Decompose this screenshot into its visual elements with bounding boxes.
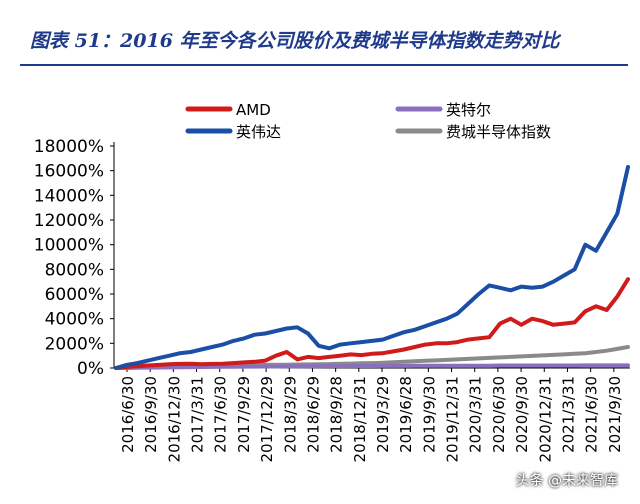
x-tick-label: 2019/12/31 xyxy=(444,376,462,462)
watermark: 头条 @未来智库 xyxy=(515,473,618,489)
x-tick-label: 2019/6/28 xyxy=(397,376,415,453)
x-axis: 2016/6/30 2016/9/30 2016/12/30 2017/3/31 201… xyxy=(114,367,630,462)
y-tick-label: 16000% xyxy=(34,162,104,182)
x-tick-label: 2021/9/30 xyxy=(606,376,624,453)
x-tick-label: 2020/3/31 xyxy=(467,376,485,453)
x-tick-label: 2021/6/30 xyxy=(583,376,601,453)
page-title: 图表 51：2016 年至今各公司股价及费城半导体指数走势对比 xyxy=(30,30,560,52)
x-tick-label: 2016/6/30 xyxy=(119,376,137,453)
y-tick-label: 18000% xyxy=(34,137,104,157)
y-axis: 0% 2000% 4000% 6000% 8000% 10000% 12000% 14000%… xyxy=(34,137,115,379)
x-tick-label: 2019/9/30 xyxy=(420,376,438,453)
legend-label: AMD xyxy=(236,101,271,119)
y-tick-label: 0% xyxy=(77,359,104,379)
y-tick-label: 8000% xyxy=(45,260,104,280)
y-tick-label: 14000% xyxy=(34,186,104,206)
x-tick-label: 2018/12/31 xyxy=(351,376,369,462)
plot-area xyxy=(114,165,630,370)
x-tick-label: 2020/9/30 xyxy=(513,376,531,453)
x-tick-label: 2019/3/29 xyxy=(374,376,392,453)
series-line-2 xyxy=(114,165,630,370)
x-tick-label: 2017/3/31 xyxy=(189,376,207,453)
y-tick-label: 10000% xyxy=(34,236,104,256)
y-tick-label: 4000% xyxy=(45,310,104,330)
legend-label: 英伟达 xyxy=(236,123,281,141)
x-tick-label: 2016/12/30 xyxy=(165,376,183,462)
x-tick-label: 2016/9/30 xyxy=(142,376,160,453)
y-tick-label: 6000% xyxy=(45,285,104,305)
x-tick-label: 2018/6/29 xyxy=(304,376,322,453)
x-tick-label: 2021/3/31 xyxy=(559,376,577,453)
y-tick-label: 12000% xyxy=(34,211,104,231)
x-tick-label: 2018/3/29 xyxy=(281,376,299,453)
x-tick-label: 2017/9/29 xyxy=(235,376,253,453)
legend-label: 英特尔 xyxy=(446,101,491,119)
x-tick-label: 2017/12/29 xyxy=(258,376,276,462)
series-line-0 xyxy=(114,277,630,370)
x-tick-label: 2020/12/31 xyxy=(536,376,554,462)
y-tick-label: 2000% xyxy=(45,334,104,354)
series-line-1 xyxy=(114,363,630,370)
title-divider xyxy=(20,64,628,66)
x-tick-label: 2020/6/30 xyxy=(490,376,508,453)
x-tick-label: 2018/9/28 xyxy=(328,376,346,453)
legend-label: 费城半导体指数 xyxy=(446,123,551,141)
x-tick-label: 2017/6/30 xyxy=(212,376,230,453)
